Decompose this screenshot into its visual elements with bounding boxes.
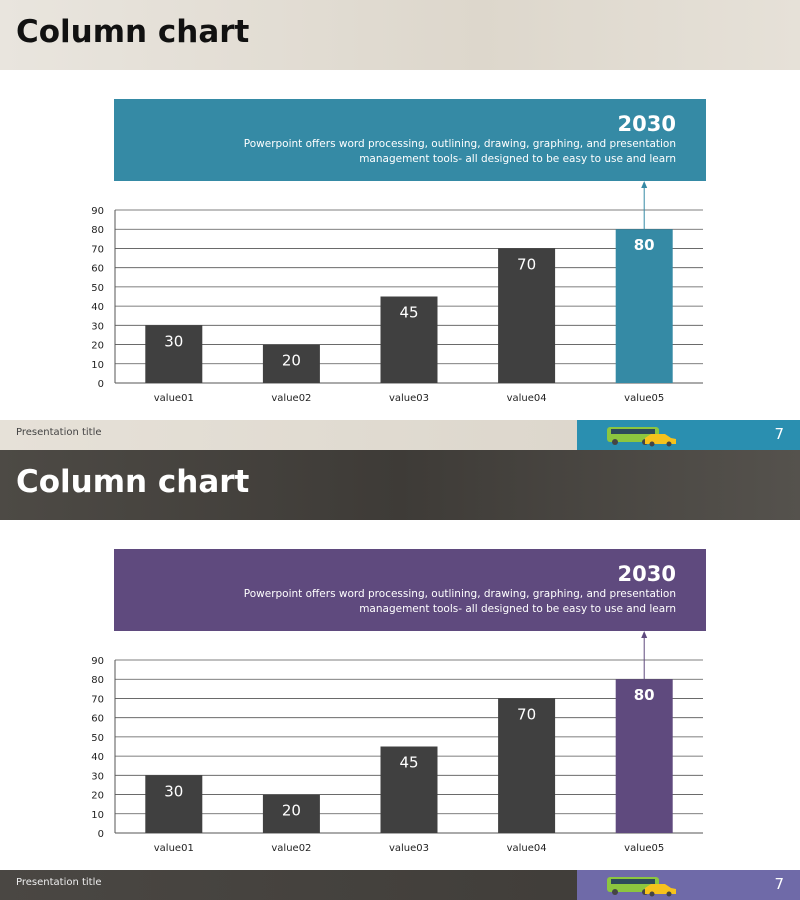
slide-footer: Presentation title 7 (0, 870, 800, 900)
y-tick-label: 20 (91, 341, 104, 352)
x-category-label: value03 (389, 843, 429, 854)
y-tick-label: 50 (91, 283, 104, 294)
x-category-label: value01 (154, 843, 194, 854)
y-tick-label: 80 (91, 675, 104, 686)
bar-value-label: 70 (517, 255, 536, 273)
y-tick-label: 10 (91, 810, 104, 821)
callout-year: 2030 (617, 562, 676, 586)
bar-value-label: 30 (164, 782, 183, 800)
bar-value-label: 45 (399, 754, 418, 772)
footer-accent-box: 7 (577, 420, 800, 450)
y-tick-label: 70 (91, 694, 104, 705)
callout-year: 2030 (617, 112, 676, 136)
slide-header: Column chart (0, 450, 800, 520)
callout-text: Powerpoint offers word processing, outli… (243, 588, 676, 615)
bar-value-label: 70 (517, 705, 536, 723)
bar (262, 794, 320, 833)
x-category-label: value04 (507, 843, 547, 854)
callout-text: Powerpoint offers word processing, outli… (243, 138, 676, 165)
column-chart: 0 10 20 30 40 50 60 70 80 90 30 value01 20 value02 45 v… (91, 631, 703, 854)
slide-1: Column chart 2030 Powerpoint offers word… (0, 0, 800, 450)
y-tick-label: 90 (91, 656, 104, 667)
y-tick-label: 90 (91, 206, 104, 217)
y-tick-label: 70 (91, 244, 104, 255)
page-number: 7 (774, 425, 784, 443)
slide-footer: Presentation title 7 (0, 420, 800, 450)
bar (615, 229, 673, 383)
y-tick-label: 50 (91, 733, 104, 744)
y-tick-label: 10 (91, 360, 104, 371)
bar-value-label: 30 (164, 332, 183, 350)
bar-value-label: 45 (399, 304, 418, 322)
bar (380, 746, 438, 833)
y-tick-label: 0 (98, 829, 104, 840)
bus-taxi-icon (607, 877, 676, 897)
x-category-label: value03 (389, 393, 429, 404)
bar (145, 325, 203, 383)
x-category-label: value05 (624, 393, 664, 404)
slide-2: Column chart 2030 Powerpoint offers word… (0, 450, 800, 900)
bar (262, 344, 320, 383)
bar-value-label: 20 (282, 352, 301, 370)
y-tick-label: 40 (91, 752, 104, 763)
x-category-label: value02 (271, 843, 311, 854)
x-category-label: value04 (507, 393, 547, 404)
bar-value-label: 20 (282, 802, 301, 820)
y-tick-label: 60 (91, 714, 104, 725)
y-tick-label: 40 (91, 302, 104, 313)
slide-title: Column chart (16, 464, 250, 500)
bar-value-label: 80 (634, 686, 655, 704)
y-tick-label: 80 (91, 225, 104, 236)
callout-box: 2030 Powerpoint offers word processing, … (114, 99, 706, 181)
bar (498, 248, 556, 383)
y-tick-label: 0 (98, 379, 104, 390)
arrow-head-icon (641, 181, 648, 188)
bus-taxi-icon (607, 427, 676, 447)
footer-accent-box: 7 (577, 870, 800, 900)
y-tick-label: 30 (91, 321, 104, 332)
bar-value-label: 80 (634, 236, 655, 254)
x-category-label: value02 (271, 393, 311, 404)
bar (380, 296, 438, 383)
bar (145, 775, 203, 833)
y-tick-label: 30 (91, 771, 104, 782)
footer-title: Presentation title (16, 877, 102, 888)
column-chart: 0 10 20 30 40 50 60 70 80 90 30 value01 20 value02 45 v… (91, 181, 703, 404)
x-category-label: value01 (154, 393, 194, 404)
x-category-label: value05 (624, 843, 664, 854)
bar (615, 679, 673, 833)
arrow-head-icon (641, 631, 648, 638)
slide-title: Column chart (16, 14, 250, 50)
bar (498, 698, 556, 833)
y-tick-label: 60 (91, 264, 104, 275)
callout-box: 2030 Powerpoint offers word processing, … (114, 549, 706, 631)
y-tick-label: 20 (91, 791, 104, 802)
slide-header: Column chart (0, 0, 800, 70)
footer-title: Presentation title (16, 427, 102, 438)
page-number: 7 (774, 875, 784, 893)
